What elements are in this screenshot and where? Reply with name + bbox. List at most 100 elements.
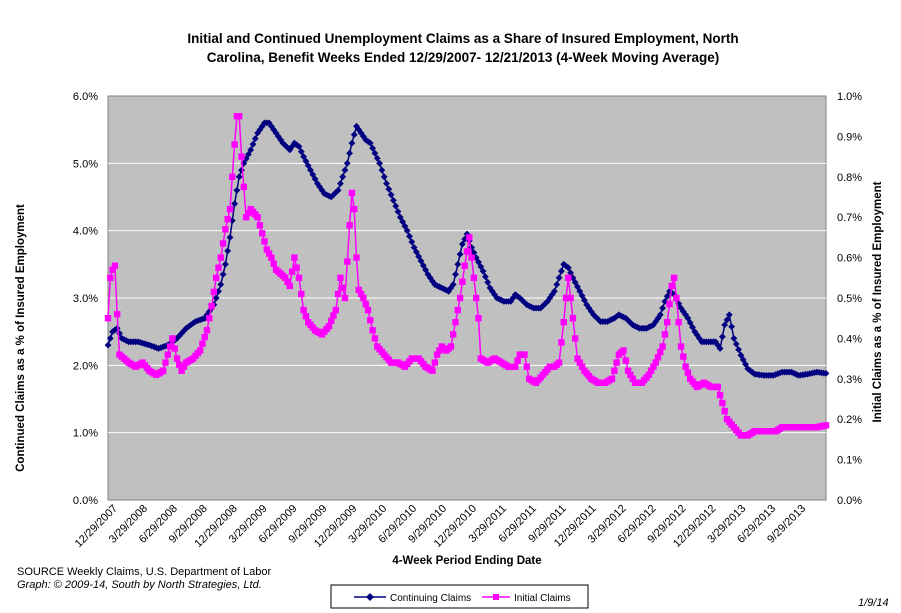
series-point-0 — [109, 328, 116, 336]
series-point-1 — [654, 354, 662, 361]
series-point-1 — [238, 153, 245, 160]
series-point-0 — [295, 143, 303, 150]
series-point-0 — [111, 326, 119, 334]
series-point-0 — [284, 144, 291, 151]
series-point-0 — [509, 294, 517, 302]
series-point-0 — [562, 262, 570, 270]
series-point-1 — [369, 327, 376, 334]
series-point-1 — [567, 294, 574, 302]
series-point-1 — [210, 288, 218, 296]
series-point-0 — [686, 319, 694, 327]
series-point-0 — [355, 126, 363, 134]
series-point-0 — [739, 356, 747, 364]
series-point-0 — [656, 311, 664, 319]
series-point-1 — [629, 375, 636, 382]
series-point-1 — [107, 274, 114, 281]
y-left-tick-label: 4.0% — [73, 226, 98, 238]
series-point-0 — [401, 222, 409, 230]
series-point-1 — [364, 306, 372, 314]
series-point-0 — [716, 345, 724, 352]
series-point-0 — [728, 323, 735, 330]
series-point-1 — [362, 300, 369, 308]
series-point-1 — [523, 363, 530, 370]
series-point-1 — [680, 353, 687, 360]
series-point-1 — [337, 274, 344, 281]
series-point-1 — [226, 205, 234, 213]
series-point-1 — [456, 294, 464, 302]
y-right-tick-label: 0.5% — [837, 293, 862, 305]
gridlines — [108, 162, 826, 434]
series-point-0 — [746, 367, 754, 374]
series-point-0 — [272, 129, 280, 137]
series-point-0 — [613, 313, 620, 320]
series-layer — [104, 113, 830, 439]
y-right-tick-label: 0.6% — [837, 253, 862, 265]
series-point-1 — [222, 226, 229, 233]
series-point-0 — [581, 296, 588, 304]
series-point-0 — [419, 262, 427, 269]
series-point-1 — [162, 359, 169, 366]
series-point-1 — [346, 222, 353, 229]
series-point-0 — [422, 266, 429, 274]
series-point-0 — [224, 247, 232, 255]
series-point-1 — [295, 274, 303, 281]
series-point-1 — [259, 230, 266, 237]
series-point-0 — [484, 278, 492, 286]
series-point-0 — [120, 336, 128, 343]
series-point-1 — [334, 290, 342, 298]
series-point-1 — [475, 315, 482, 322]
series-point-0 — [730, 335, 738, 342]
series-point-0 — [242, 155, 250, 163]
series-point-0 — [339, 173, 347, 181]
series-point-1 — [682, 363, 689, 370]
series-point-0 — [387, 191, 395, 199]
series-point-0 — [378, 166, 386, 174]
series-point-1 — [622, 357, 629, 364]
series-point-0 — [350, 131, 358, 139]
series-point-0 — [228, 217, 236, 224]
series-point-1 — [664, 319, 671, 326]
series-point-1 — [357, 290, 365, 298]
series-point-0 — [822, 370, 830, 377]
series-point-0 — [366, 139, 374, 147]
legend: Continuing Claims Initial Claims — [330, 584, 589, 609]
series-point-0 — [449, 281, 457, 288]
series-point-1 — [659, 343, 666, 350]
series-point-0 — [659, 304, 666, 312]
series-point-0 — [725, 311, 733, 319]
series-point-1 — [199, 340, 206, 347]
series-point-1 — [261, 238, 268, 245]
series-point-1 — [611, 367, 618, 374]
series-point-0 — [431, 281, 439, 288]
series-point-0 — [417, 257, 425, 265]
series-point-1 — [265, 250, 273, 257]
series-point-0 — [304, 162, 312, 169]
series-point-1 — [721, 407, 728, 415]
series-point-0 — [459, 240, 466, 248]
series-point-0 — [376, 159, 383, 167]
series-point-0 — [721, 321, 729, 329]
series-point-1 — [572, 335, 579, 342]
series-point-1 — [111, 262, 119, 269]
series-point-1 — [355, 286, 362, 294]
series-point-1 — [620, 347, 627, 354]
series-point-1 — [470, 274, 478, 281]
series-point-0 — [212, 294, 220, 302]
series-point-1 — [203, 327, 211, 334]
series-point-1 — [454, 306, 461, 314]
series-point-1 — [201, 333, 208, 341]
series-point-1 — [166, 343, 174, 350]
series-point-0 — [546, 294, 554, 302]
series-point-0 — [408, 238, 416, 246]
series-point-0 — [205, 308, 213, 315]
series-point-1 — [332, 306, 339, 314]
date-note: 1/9/14 — [858, 597, 889, 610]
series-point-1 — [450, 331, 457, 338]
series-point-1 — [270, 260, 277, 267]
series-point-1 — [341, 294, 349, 302]
series-point-1 — [173, 355, 181, 362]
series-point-0 — [226, 234, 234, 241]
series-point-0 — [587, 308, 595, 315]
series-point-0 — [555, 274, 563, 282]
y-right-tick-label: 0.9% — [837, 131, 862, 143]
